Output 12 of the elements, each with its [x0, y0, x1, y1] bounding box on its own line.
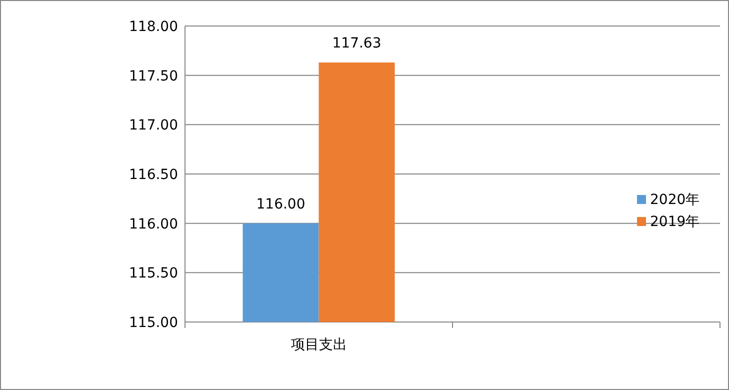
y-tick-label: 116.50	[129, 167, 178, 183]
y-tick-label: 117.00	[129, 118, 178, 134]
y-tick-label: 117.50	[129, 68, 178, 84]
y-tick-label: 115.00	[129, 315, 178, 331]
data-label: 117.63	[332, 36, 382, 52]
y-tick-label: 115.50	[129, 266, 178, 282]
legend-label: 2020年	[650, 192, 700, 208]
y-tick-label: 118.00	[129, 19, 178, 35]
data-label: 116.00	[256, 196, 306, 212]
x-tick-label: 项目支出	[290, 337, 347, 353]
legend-label: 2019年	[650, 214, 700, 230]
y-tick-label: 116.00	[129, 216, 178, 232]
